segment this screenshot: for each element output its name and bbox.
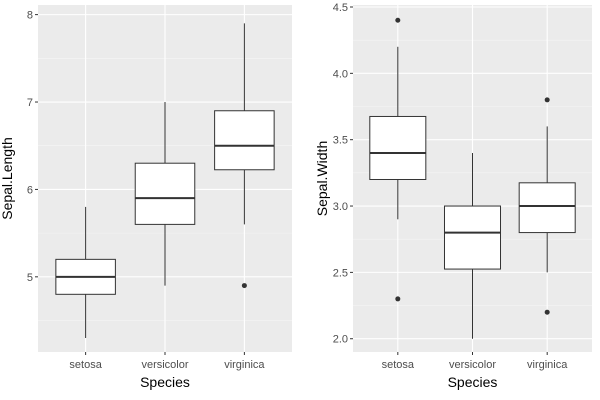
y-tick-label: 6: [27, 184, 33, 196]
y-axis-title: Sepal.Width: [314, 141, 330, 216]
outlier-point: [544, 97, 550, 103]
outlier-point: [544, 309, 550, 315]
outlier-point: [241, 283, 247, 289]
x-tick-label: versicolor: [141, 359, 188, 371]
outlier-point: [395, 296, 401, 302]
y-tick-label: 2.5: [333, 267, 348, 279]
x-tick-label: versicolor: [449, 359, 496, 371]
x-tick-label: setosa: [382, 359, 415, 371]
y-tick-label: 3.5: [333, 135, 348, 147]
box-virginica: [518, 182, 576, 234]
x-tick-label: setosa: [69, 359, 102, 371]
y-tick-label: 8: [27, 10, 33, 22]
box-setosa: [369, 115, 427, 180]
panel-2: 2.0 2.5 3.0 3.5 4.0 4.5 setosa versicolor virgin…: [314, 2, 592, 390]
box-virginica: [214, 110, 275, 171]
y-tick-label: 4.0: [333, 68, 348, 80]
y-tick-label: 3.0: [333, 201, 348, 213]
outlier-point: [395, 17, 401, 23]
x-axis-title: Species: [448, 374, 498, 390]
y-tick-label: 2.0: [333, 334, 348, 346]
box-versicolor: [443, 205, 502, 270]
y-tick-label: 7: [27, 97, 33, 109]
y-tick-label: 4.5: [333, 2, 348, 14]
x-tick-label: virginica: [527, 359, 568, 371]
y-axis-title: Sepal.Length: [0, 137, 15, 220]
x-tick-label: virginica: [224, 359, 265, 371]
panel-1: 5 6 7 8 setosa versicolor virginica Species Sepa…: [0, 5, 292, 390]
x-axis-title: Species: [140, 374, 190, 390]
y-tick-label: 5: [27, 272, 33, 284]
box-versicolor: [134, 162, 196, 225]
